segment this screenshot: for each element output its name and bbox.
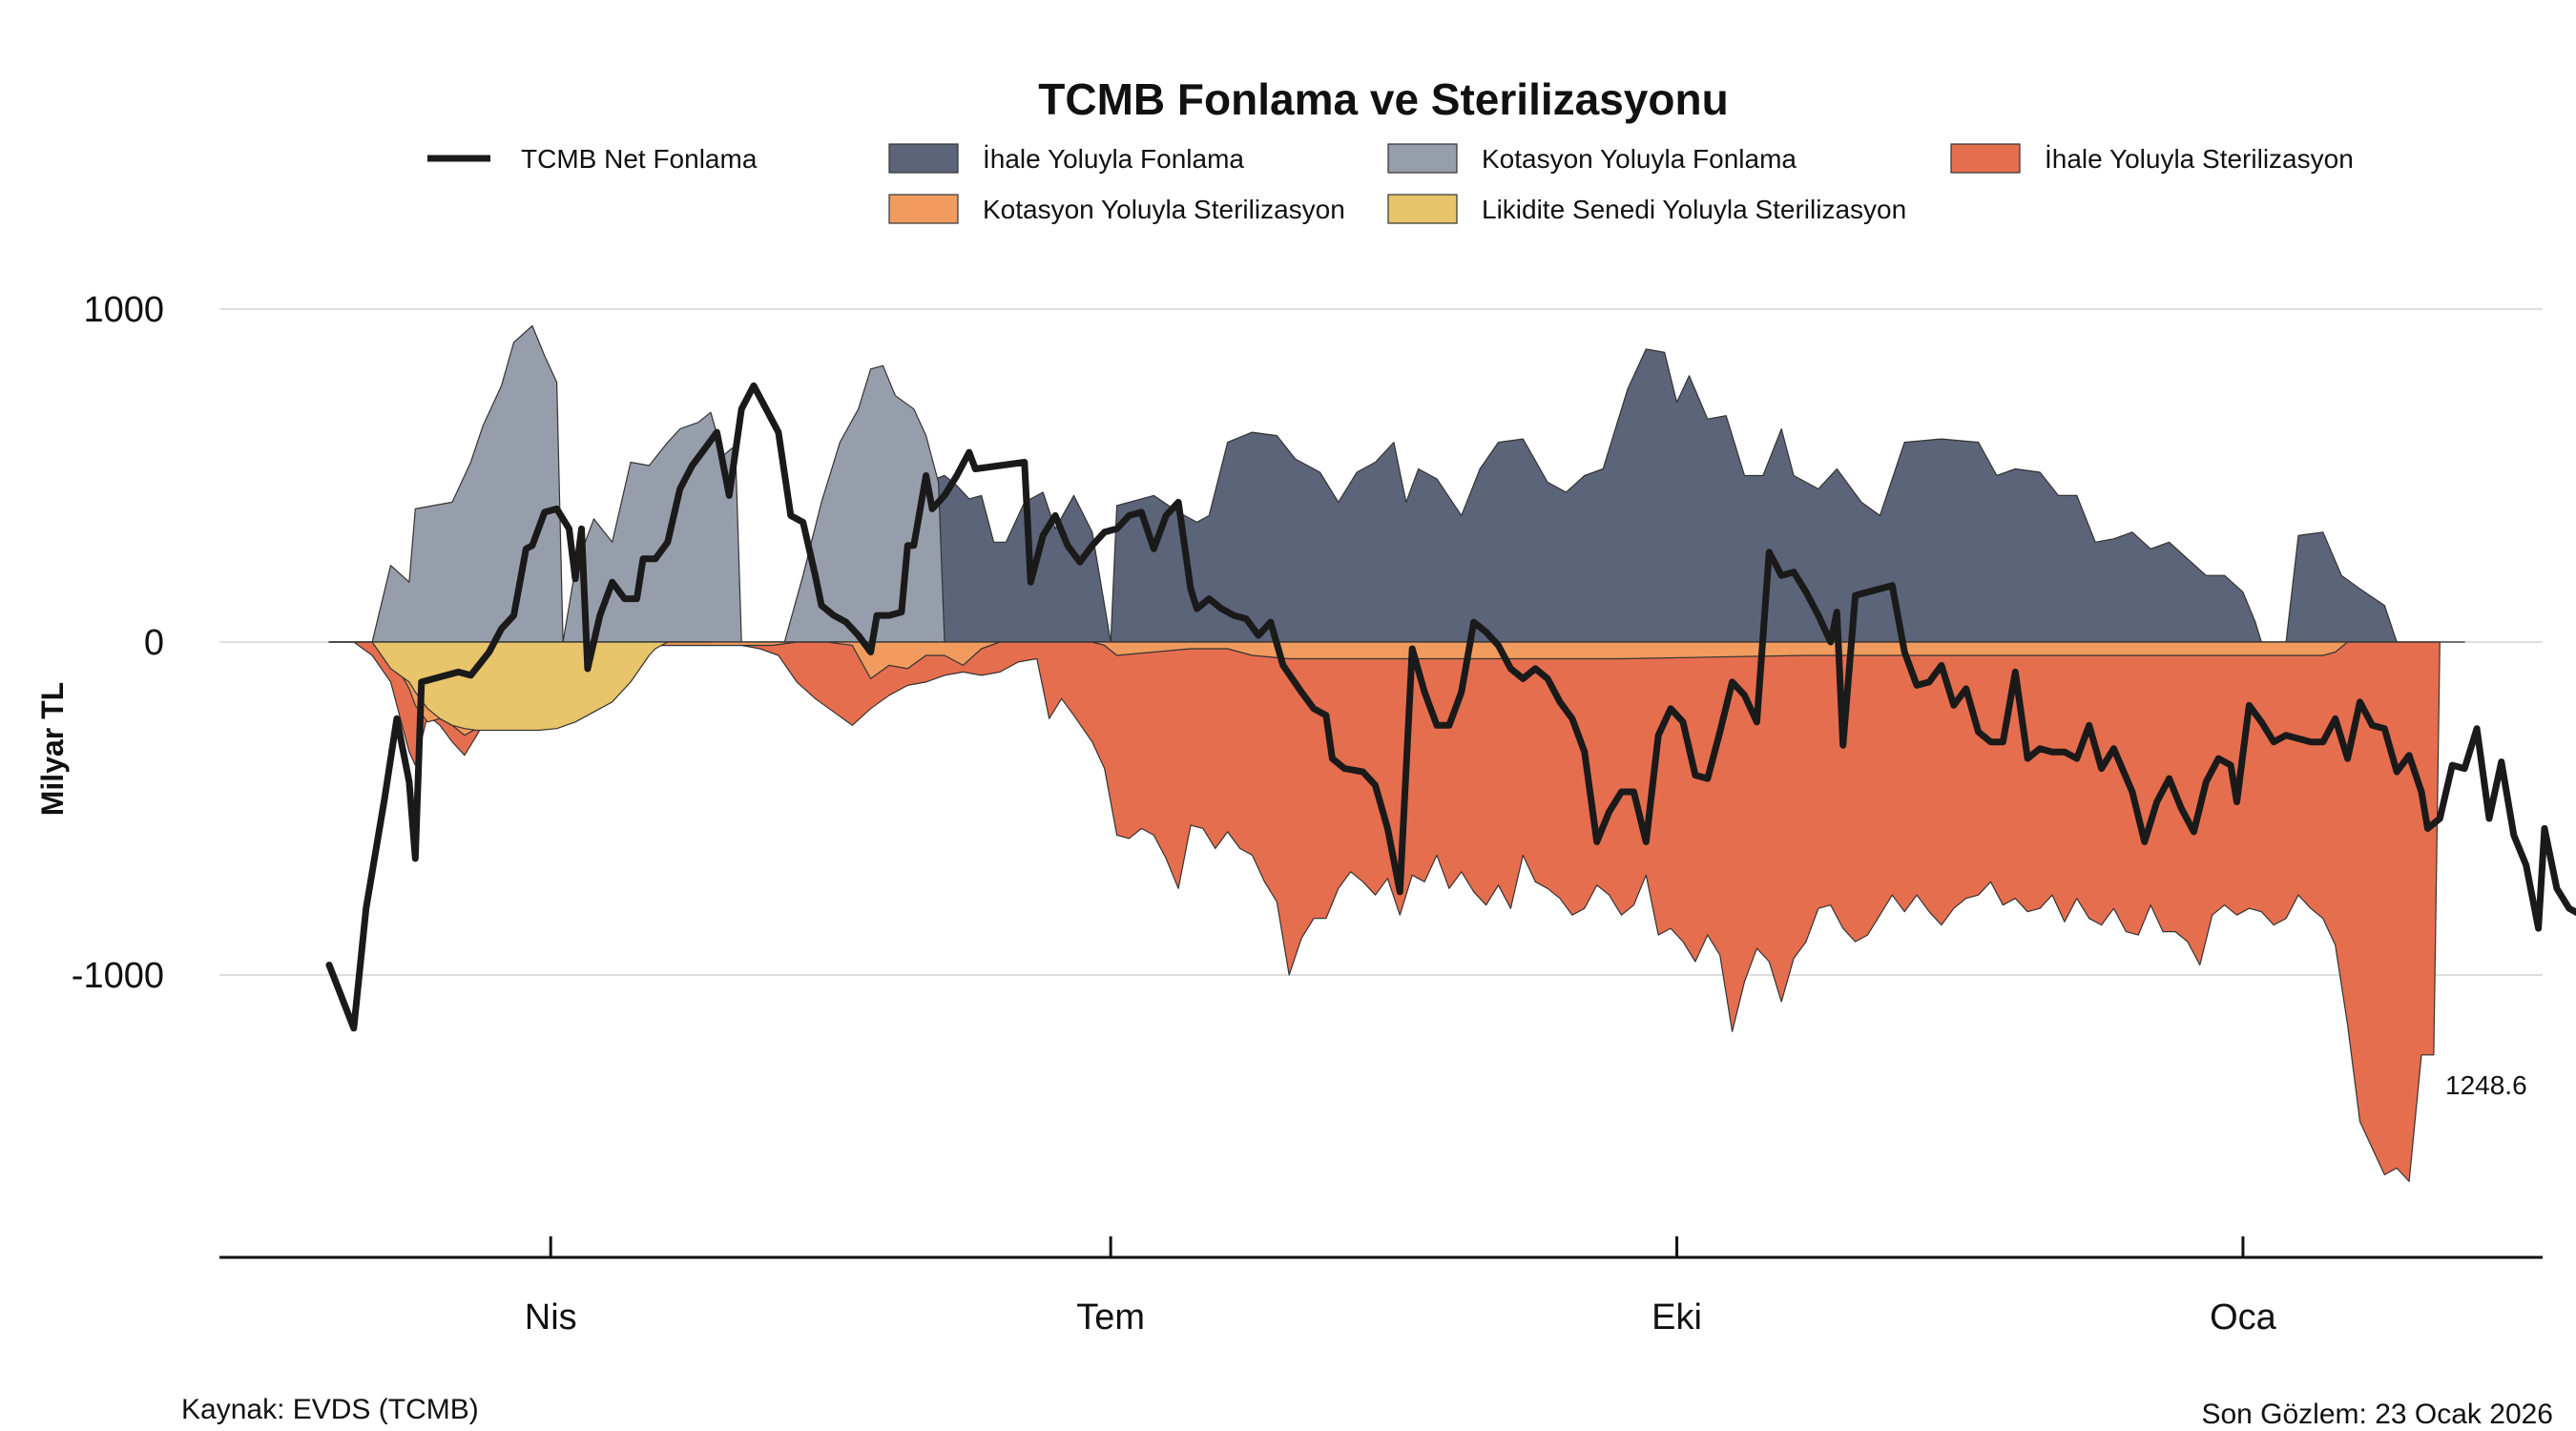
- axes: Nis Tem Eki Oca: [219, 1236, 2543, 1338]
- legend-item-ihale-fonlama: İhale Yoluyla Fonlama: [888, 143, 1244, 174]
- y-axis-title: Milyar TL: [35, 682, 70, 816]
- legend-swatch: [1950, 143, 2021, 174]
- legend-label: İhale Yoluyla Sterilizasyon: [2045, 144, 2354, 174]
- area-ihale-fonlama: [758, 348, 2465, 643]
- legend-item-likidite-sterilizasyon: Likidite Senedi Yoluyla Sterilizasyon: [1387, 194, 1906, 224]
- legend-label: Kotasyon Yoluyla Fonlama: [1482, 144, 1797, 174]
- area-ihale-sterilizasyon: [328, 641, 2441, 1182]
- line-series: [325, 382, 2576, 1032]
- last-observation-caption: Son Gözlem: 23 Ocak 2026: [2201, 1399, 2553, 1430]
- legend: TCMB Net Fonlama İhale Yoluyla Fonlama Kot…: [427, 143, 2354, 224]
- legend-swatch: [888, 194, 959, 224]
- area-series: [328, 324, 2465, 1182]
- x-tick-label: Oca: [2210, 1297, 2277, 1338]
- legend-label: Kotasyon Yoluyla Sterilizasyon: [983, 195, 1345, 224]
- legend-item-ihale-sterilizasyon: İhale Yoluyla Sterilizasyon: [1950, 143, 2354, 174]
- area-likidite-sterilizasyon: [328, 641, 712, 732]
- legend-swatch: [1387, 194, 1458, 224]
- legend-swatch: [888, 143, 959, 174]
- y-tick-label: 0: [144, 623, 164, 663]
- source-caption: Kaynak: EVDS (TCMB): [181, 1394, 479, 1425]
- x-tick-label: Tem: [1076, 1297, 1145, 1338]
- legend-label: İhale Yoluyla Fonlama: [983, 144, 1244, 174]
- y-tick-label: 1000: [83, 290, 164, 330]
- legend-label: TCMB Net Fonlama: [521, 144, 758, 174]
- area-kotasyon-fonlama: [328, 324, 945, 643]
- x-tick-label: Nis: [525, 1297, 577, 1338]
- legend-label: Likidite Senedi Yoluyla Sterilizasyon: [1482, 195, 1906, 224]
- end-value-label: 1248.6: [2445, 1070, 2527, 1100]
- legend-item-kotasyon-sterilizasyon: Kotasyon Yoluyla Sterilizasyon: [888, 194, 1345, 224]
- legend-swatch: [1387, 143, 1458, 174]
- y-tick-label: -1000: [72, 956, 164, 996]
- line-net-fonlama: [325, 382, 2576, 1032]
- legend-item-net-fonlama: TCMB Net Fonlama: [427, 144, 758, 174]
- x-tick-label: Eki: [1652, 1297, 1702, 1338]
- legend-item-kotasyon-fonlama: Kotasyon Yoluyla Fonlama: [1387, 143, 1797, 174]
- chart-title: TCMB Fonlama ve Sterilizasyonu: [1038, 74, 1728, 124]
